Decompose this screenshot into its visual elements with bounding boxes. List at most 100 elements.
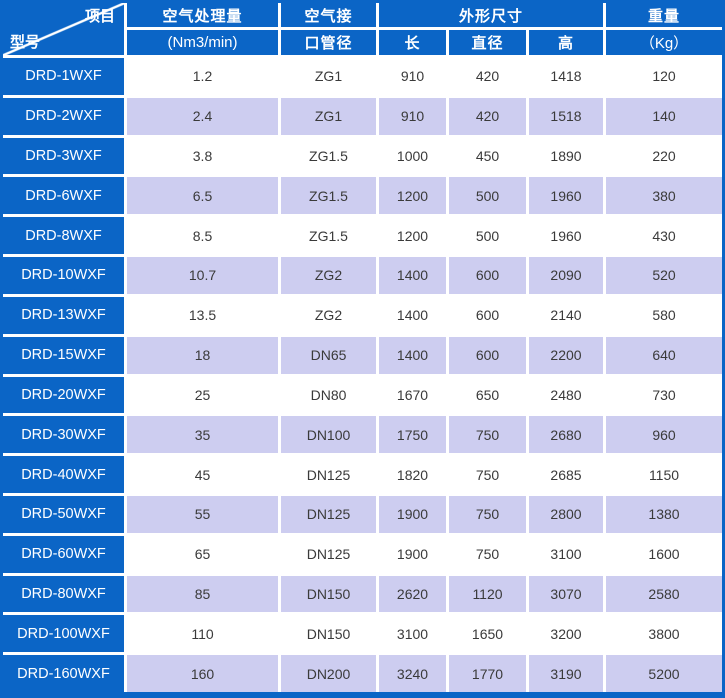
cell-capacity: 65: [127, 535, 278, 573]
cell-height: 1890: [529, 137, 603, 175]
cell-weight: 640: [606, 336, 722, 374]
cell-capacity: 6.5: [127, 177, 278, 215]
cell-length: 910: [379, 97, 446, 135]
header-dim-diameter: 直径: [449, 30, 526, 55]
cell-capacity: 2.4: [127, 97, 278, 135]
cell-weight: 960: [606, 416, 722, 454]
cell-weight: 1380: [606, 495, 722, 533]
cell-port: DN100: [281, 416, 376, 454]
cell-capacity: 45: [127, 456, 278, 493]
cell-length: 1820: [379, 456, 446, 493]
cell-port: ZG2: [281, 296, 376, 334]
cell-height: 3070: [529, 575, 603, 613]
cell-height: 3100: [529, 535, 603, 573]
cell-length: 1900: [379, 495, 446, 533]
cell-capacity: 160: [127, 655, 278, 692]
cell-port: ZG1: [281, 58, 376, 95]
cell-diameter: 750: [449, 456, 526, 493]
cell-capacity: 13.5: [127, 296, 278, 334]
cell-height: 2680: [529, 416, 603, 454]
spec-table-grid: 项目 型号 空气处理量 空气接 外形尺寸 重量 (Nm3/min) 口管径 长 …: [3, 3, 722, 692]
cell-capacity: 18: [127, 336, 278, 374]
cell-length: 1400: [379, 296, 446, 334]
cell-model: DRD-20WXF: [3, 376, 124, 414]
cell-capacity: 25: [127, 376, 278, 414]
cell-weight: 520: [606, 257, 722, 294]
cell-port: DN80: [281, 376, 376, 414]
header-weight-line1: 重量: [606, 3, 722, 27]
cell-diameter: 1650: [449, 615, 526, 653]
cell-weight: 140: [606, 97, 722, 135]
cell-model: DRD-30WXF: [3, 416, 124, 454]
cell-diameter: 500: [449, 177, 526, 215]
cell-capacity: 110: [127, 615, 278, 653]
cell-height: 3200: [529, 615, 603, 653]
cell-port: DN150: [281, 615, 376, 653]
cell-model: DRD-8WXF: [3, 217, 124, 255]
cell-port: ZG1.5: [281, 217, 376, 255]
cell-port: DN150: [281, 575, 376, 613]
cell-model: DRD-13WXF: [3, 296, 124, 334]
cell-port: DN125: [281, 456, 376, 493]
cell-height: 1960: [529, 217, 603, 255]
cell-port: ZG1.5: [281, 137, 376, 175]
cell-height: 1518: [529, 97, 603, 135]
cell-capacity: 1.2: [127, 58, 278, 95]
cell-length: 910: [379, 58, 446, 95]
cell-model: DRD-1WXF: [3, 58, 124, 95]
cell-length: 1200: [379, 177, 446, 215]
cell-height: 2480: [529, 376, 603, 414]
cell-length: 1400: [379, 336, 446, 374]
cell-port: DN200: [281, 655, 376, 692]
cell-diameter: 450: [449, 137, 526, 175]
cell-weight: 580: [606, 296, 722, 334]
corner-label-item: 项目: [84, 8, 115, 25]
header-capacity-line2: (Nm3/min): [127, 30, 278, 55]
cell-model: DRD-6WXF: [3, 177, 124, 215]
cell-capacity: 35: [127, 416, 278, 454]
cell-diameter: 420: [449, 97, 526, 135]
corner-label-model: 型号: [10, 34, 41, 51]
cell-port: DN125: [281, 495, 376, 533]
cell-height: 2090: [529, 257, 603, 294]
cell-port: ZG1: [281, 97, 376, 135]
cell-weight: 220: [606, 137, 722, 175]
cell-capacity: 8.5: [127, 217, 278, 255]
cell-model: DRD-60WXF: [3, 535, 124, 573]
header-dimensions-group: 外形尺寸: [379, 3, 603, 27]
header-port-line1: 空气接: [281, 3, 376, 27]
cell-diameter: 600: [449, 296, 526, 334]
cell-port: DN125: [281, 535, 376, 573]
cell-weight: 1600: [606, 535, 722, 573]
cell-length: 2620: [379, 575, 446, 613]
cell-height: 2685: [529, 456, 603, 493]
cell-model: DRD-40WXF: [3, 456, 124, 493]
cell-length: 3240: [379, 655, 446, 692]
corner-header-cell: 项目 型号: [3, 3, 124, 55]
cell-diameter: 500: [449, 217, 526, 255]
cell-capacity: 10.7: [127, 257, 278, 294]
cell-model: DRD-2WXF: [3, 97, 124, 135]
cell-diameter: 750: [449, 495, 526, 533]
cell-height: 2140: [529, 296, 603, 334]
header-weight-line2: （Kg）: [606, 30, 722, 55]
cell-length: 1900: [379, 535, 446, 573]
cell-model: DRD-160WXF: [3, 655, 124, 692]
cell-diameter: 600: [449, 257, 526, 294]
cell-diameter: 1770: [449, 655, 526, 692]
cell-height: 2800: [529, 495, 603, 533]
cell-model: DRD-10WXF: [3, 257, 124, 294]
cell-length: 1000: [379, 137, 446, 175]
cell-length: 3100: [379, 615, 446, 653]
header-dim-height: 高: [529, 30, 603, 55]
cell-height: 3190: [529, 655, 603, 692]
cell-weight: 380: [606, 177, 722, 215]
cell-diameter: 420: [449, 58, 526, 95]
cell-model: DRD-50WXF: [3, 495, 124, 533]
cell-capacity: 55: [127, 495, 278, 533]
cell-diameter: 750: [449, 416, 526, 454]
cell-diameter: 750: [449, 535, 526, 573]
cell-weight: 730: [606, 376, 722, 414]
cell-model: DRD-3WXF: [3, 137, 124, 175]
